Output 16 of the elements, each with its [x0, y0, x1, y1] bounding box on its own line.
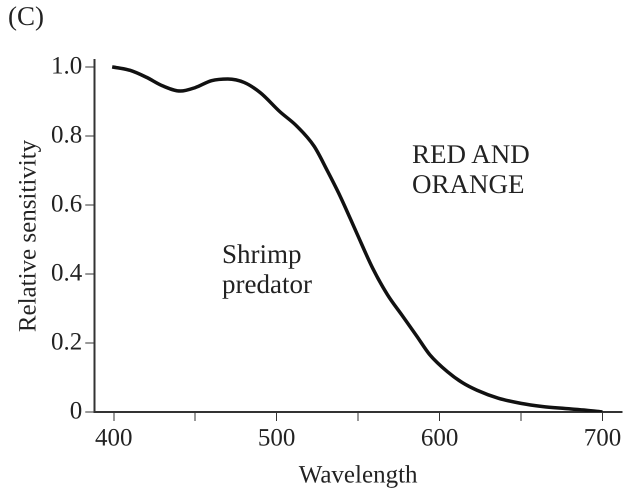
x-axis-title: Wavelength: [298, 462, 418, 489]
annotation: Shrimp predator: [222, 239, 313, 300]
text: (C): [8, 1, 44, 32]
y-tick-label: 0.2: [51, 328, 82, 356]
x-tick-label: 500: [258, 424, 296, 452]
x-tick-label: 600: [420, 424, 458, 452]
y-tick-label: 0.6: [51, 190, 82, 218]
y-tick-label: 0.8: [51, 121, 82, 148]
x-tick-label: 400: [95, 424, 133, 452]
x-tick-label: 700: [584, 424, 622, 452]
y-axis-title: Relative sensitivity: [14, 139, 42, 332]
line-series: [110, 65, 604, 412]
y-tick-label: 0.4: [51, 260, 83, 287]
y-tick-label: 0: [70, 398, 82, 425]
y-tick-label: 1.0: [51, 52, 82, 80]
annotation: RED AND ORANGE: [412, 139, 531, 200]
